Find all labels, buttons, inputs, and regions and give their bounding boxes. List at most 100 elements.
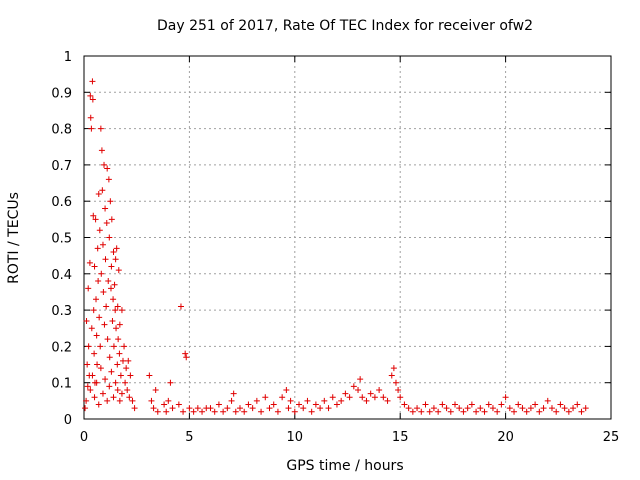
data-point bbox=[333, 401, 340, 408]
data-point bbox=[108, 368, 115, 375]
data-point bbox=[123, 365, 130, 372]
data-point bbox=[125, 357, 132, 364]
data-point bbox=[498, 401, 505, 408]
data-point bbox=[101, 321, 108, 328]
data-point bbox=[106, 354, 113, 361]
data-point bbox=[304, 397, 311, 404]
data-point bbox=[371, 394, 378, 401]
data-point bbox=[122, 379, 129, 386]
data-point bbox=[506, 405, 513, 412]
data-point bbox=[109, 317, 116, 324]
data-point bbox=[83, 317, 90, 324]
data-point bbox=[540, 405, 547, 412]
data-point bbox=[127, 372, 134, 379]
data-point bbox=[308, 408, 315, 415]
data-point bbox=[561, 405, 568, 412]
data-point bbox=[107, 285, 114, 292]
data-point bbox=[245, 401, 252, 408]
y-tick-label: 0.5 bbox=[51, 232, 72, 247]
data-point bbox=[317, 405, 324, 412]
data-point bbox=[119, 357, 126, 364]
data-point bbox=[363, 397, 370, 404]
data-point bbox=[473, 408, 480, 415]
data-point bbox=[582, 405, 589, 412]
data-point bbox=[95, 401, 102, 408]
data-point bbox=[131, 405, 138, 412]
data-point bbox=[464, 405, 471, 412]
data-point bbox=[291, 408, 298, 415]
y-tick-label: 0 bbox=[64, 413, 72, 428]
data-point bbox=[91, 263, 98, 270]
data-point bbox=[194, 405, 201, 412]
data-point bbox=[355, 386, 362, 393]
data-point bbox=[249, 405, 256, 412]
y-tick-label: 0.6 bbox=[51, 195, 72, 210]
data-point bbox=[101, 161, 108, 168]
x-tick-label: 20 bbox=[497, 430, 514, 445]
y-tick-label: 0.9 bbox=[51, 86, 72, 101]
y-tick-label: 0.3 bbox=[51, 304, 72, 319]
y-tick-label: 0.7 bbox=[51, 159, 72, 174]
data-point bbox=[126, 394, 133, 401]
data-point bbox=[169, 405, 176, 412]
data-point bbox=[104, 336, 111, 343]
data-point bbox=[359, 394, 366, 401]
data-point bbox=[116, 321, 123, 328]
data-point bbox=[84, 383, 91, 390]
data-point bbox=[90, 307, 97, 314]
data-point bbox=[106, 234, 113, 241]
data-points bbox=[82, 78, 589, 415]
data-point bbox=[129, 397, 136, 404]
data-point bbox=[452, 401, 459, 408]
data-point bbox=[392, 379, 399, 386]
data-point bbox=[283, 386, 290, 393]
data-point bbox=[116, 397, 123, 404]
data-point bbox=[346, 394, 353, 401]
data-point bbox=[113, 325, 120, 332]
data-point bbox=[93, 332, 100, 339]
data-point bbox=[180, 408, 187, 415]
data-point bbox=[154, 408, 161, 415]
data-point bbox=[418, 408, 425, 415]
data-point bbox=[177, 303, 184, 310]
data-point bbox=[258, 408, 265, 415]
data-point bbox=[94, 361, 101, 368]
data-point bbox=[102, 376, 109, 383]
data-point bbox=[98, 147, 105, 154]
data-point bbox=[182, 350, 189, 357]
data-point bbox=[426, 408, 433, 415]
data-point bbox=[548, 405, 555, 412]
data-point bbox=[113, 245, 120, 252]
data-point bbox=[83, 397, 90, 404]
data-point bbox=[230, 390, 237, 397]
data-point bbox=[98, 270, 105, 277]
data-point bbox=[279, 394, 286, 401]
data-point bbox=[108, 216, 115, 223]
data-point bbox=[274, 408, 281, 415]
data-point bbox=[414, 405, 421, 412]
data-point bbox=[104, 165, 111, 172]
grid-lines bbox=[84, 56, 611, 419]
chart-title: Day 251 of 2017, Rate Of TEC Index for r… bbox=[157, 18, 533, 34]
data-point bbox=[114, 361, 121, 368]
data-point bbox=[536, 408, 543, 415]
data-point bbox=[485, 401, 492, 408]
data-point bbox=[287, 397, 294, 404]
x-tick-label: 5 bbox=[185, 430, 193, 445]
data-point bbox=[409, 408, 416, 415]
data-point bbox=[150, 405, 157, 412]
data-point bbox=[84, 361, 91, 368]
data-point bbox=[215, 401, 222, 408]
data-point bbox=[106, 383, 113, 390]
data-point bbox=[112, 256, 119, 263]
data-point bbox=[96, 227, 103, 234]
data-point bbox=[110, 394, 117, 401]
data-point bbox=[112, 379, 119, 386]
x-axis-title: GPS time / hours bbox=[286, 458, 403, 474]
data-point bbox=[114, 303, 121, 310]
data-point bbox=[390, 365, 397, 372]
y-tick-label: 0.4 bbox=[51, 268, 72, 283]
data-point bbox=[146, 372, 153, 379]
data-point bbox=[224, 405, 231, 412]
